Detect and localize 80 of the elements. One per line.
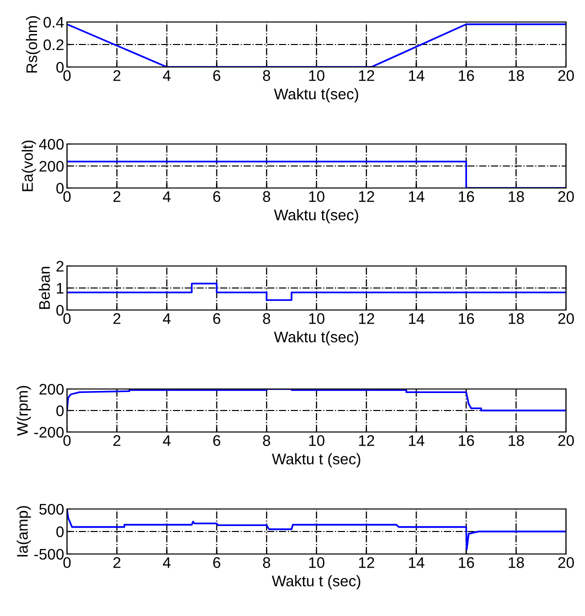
x-tick-label: 16: [458, 557, 474, 568]
x-tick-label: 0: [63, 557, 71, 568]
x-tick-label: 14: [408, 557, 424, 568]
y-tick-label: 0: [56, 526, 64, 538]
x-tick-label: 8: [263, 313, 270, 324]
x-tick-label: 2: [113, 557, 120, 568]
x-tick-label: 10: [309, 557, 324, 568]
x-tick-label: 8: [263, 435, 270, 446]
x-tick-label: 20: [558, 435, 574, 446]
y-axis-title: Beban: [38, 266, 50, 309]
x-tick-label: 16: [458, 435, 474, 446]
x-tick-label: 0: [63, 70, 71, 81]
x-tick-label: 12: [359, 313, 374, 324]
x-tick-label: 16: [458, 191, 474, 202]
x-tick-label: 20: [558, 191, 574, 202]
x-tick-label: 18: [508, 557, 524, 568]
x-tick-label: 8: [263, 191, 270, 202]
y-tick-label: -500: [34, 548, 64, 560]
x-tick-label: 6: [213, 70, 220, 81]
x-tick-label: 2: [113, 435, 120, 446]
x-tick-label: 4: [162, 435, 171, 446]
x-tick-label: 10: [309, 191, 324, 202]
y-tick-label: 200: [40, 384, 64, 395]
x-tick-label: 18: [508, 191, 524, 202]
x-axis-title: Waktu t (sec): [272, 453, 360, 468]
y-tick-label: -200: [34, 426, 64, 438]
x-axis-title: Waktu t(sec): [274, 88, 358, 102]
x-tick-label: 6: [213, 557, 220, 568]
x-tick-label: 2: [113, 313, 120, 324]
x-tick-label: 2: [113, 191, 120, 202]
x-tick-label: 0: [63, 191, 71, 202]
y-tick-label: 2: [56, 260, 64, 272]
x-tick-label: 16: [458, 313, 474, 324]
x-tick-label: 18: [508, 435, 524, 446]
y-axis-title: Ia(amp): [16, 506, 31, 556]
y-axis-title: Ea(volt): [22, 140, 36, 192]
x-tick-label: 6: [213, 435, 220, 446]
x-tick-label: 0: [63, 313, 71, 324]
x-tick-label: 20: [558, 313, 574, 324]
x-tick-label: 6: [213, 191, 220, 202]
y-axis-title: W(rpm): [16, 386, 31, 436]
y-axis-title: Rs(ohm): [26, 16, 40, 73]
x-tick-label: 8: [263, 70, 270, 81]
x-tick-label: 18: [508, 313, 524, 324]
x-tick-label: 10: [309, 435, 324, 446]
x-tick-label: 20: [558, 557, 574, 568]
x-tick-label: 4: [162, 191, 171, 202]
y-tick-label: 0: [56, 62, 64, 73]
x-tick-label: 8: [263, 557, 270, 568]
x-tick-label: 12: [359, 191, 374, 202]
x-axis-title: Waktu t(sec): [274, 209, 358, 224]
x-axis-title: Waktu t(sec): [274, 331, 358, 346]
x-tick-label: 14: [408, 435, 424, 446]
x-tick-label: 10: [309, 313, 324, 324]
y-tick-label: 200: [40, 160, 64, 172]
y-tick-label: 400: [39, 138, 64, 150]
x-tick-label: 14: [408, 191, 424, 202]
x-tick-label: 6: [213, 313, 220, 324]
y-tick-label: 1: [56, 283, 64, 294]
y-tick-label: 0: [56, 304, 64, 316]
x-tick-label: 2: [113, 70, 120, 81]
x-axis-title: Waktu t (sec): [272, 575, 360, 590]
x-tick-label: 12: [359, 70, 374, 81]
y-tick-label: 0.2: [44, 39, 64, 50]
x-tick-label: 20: [558, 70, 574, 81]
x-tick-label: 0: [63, 435, 71, 446]
x-tick-label: 10: [309, 70, 324, 81]
x-tick-label: 14: [408, 70, 424, 81]
x-tick-label: 4: [162, 557, 171, 568]
x-tick-label: 16: [458, 70, 474, 81]
x-tick-label: 12: [359, 557, 374, 568]
x-tick-label: 18: [508, 70, 524, 81]
y-tick-label: 0: [56, 182, 64, 194]
y-tick-label: 0.4: [44, 16, 64, 28]
x-tick-label: 4: [162, 313, 171, 324]
x-tick-label: 4: [162, 70, 171, 81]
x-tick-label: 14: [408, 313, 424, 324]
y-tick-label: 500: [39, 504, 64, 515]
x-tick-label: 12: [359, 435, 374, 446]
y-tick-label: 0: [56, 405, 64, 416]
